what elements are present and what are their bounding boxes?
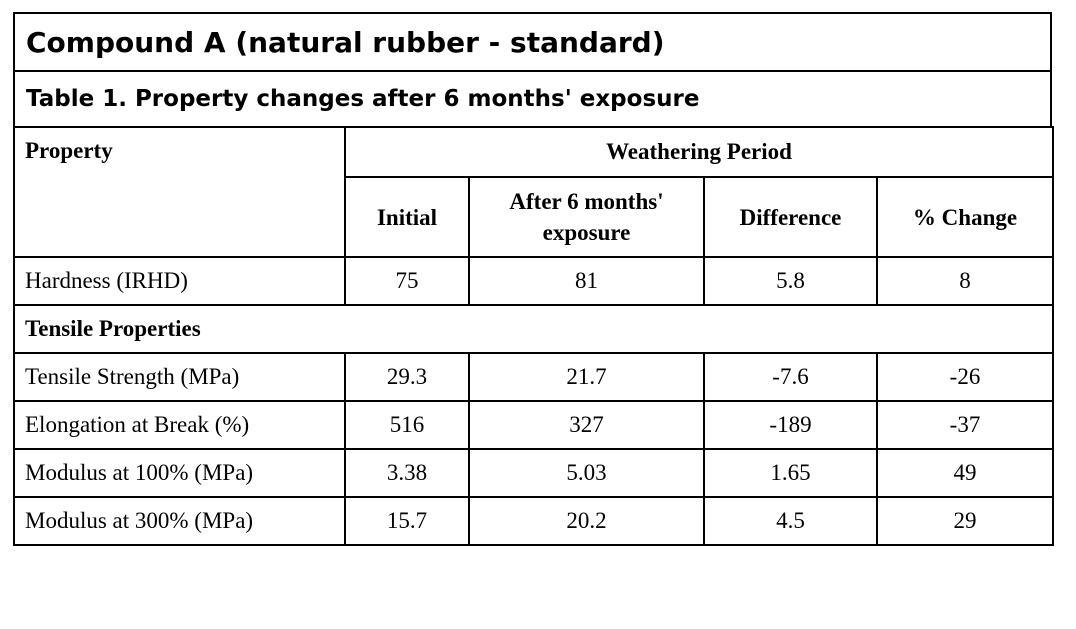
header-property: Property (13, 126, 346, 258)
cell-difference: -7.6 (703, 352, 878, 402)
header-difference: Difference (703, 176, 878, 258)
property-table: Property Weathering Period Initial After… (12, 126, 1055, 546)
header-after-6-months: After 6 months' exposure (468, 176, 705, 258)
row-label: Tensile Strength (MPa) (13, 352, 346, 402)
section-row-tensile: Tensile Properties (12, 304, 1055, 354)
cell-difference: 1.65 (703, 448, 878, 498)
cell-percent-change: -37 (875, 400, 1055, 450)
cell-difference: 5.8 (703, 256, 878, 306)
section-label: Tensile Properties (12, 304, 1055, 354)
table-title: Compound A (natural rubber - standard) (13, 12, 1052, 70)
cell-percent-change: -26 (875, 352, 1055, 402)
row-label: Modulus at 100% (MPa) (13, 448, 346, 498)
cell-after: 5.03 (468, 448, 705, 498)
row-label: Elongation at Break (%) (13, 400, 346, 450)
cell-initial: 75 (344, 256, 470, 306)
table-row-elongation: Elongation at Break (%) 516 327 -189 -37 (13, 400, 1055, 450)
row-label: Modulus at 300% (MPa) (13, 496, 346, 546)
header-weathering-period: Weathering Period (343, 126, 1055, 178)
cell-initial: 15.7 (344, 496, 470, 546)
cell-after: 20.2 (468, 496, 705, 546)
cell-after: 21.7 (468, 352, 705, 402)
cell-initial: 516 (344, 400, 470, 450)
cell-percent-change: 29 (875, 496, 1055, 546)
table-caption: Table 1. Property changes after 6 months… (13, 70, 1052, 126)
table-row-hardness: Hardness (IRHD) 75 81 5.8 8 (13, 256, 1055, 306)
table-row-tensile-strength: Tensile Strength (MPa) 29.3 21.7 -7.6 -2… (13, 352, 1055, 402)
cell-percent-change: 8 (875, 256, 1055, 306)
cell-after: 81 (468, 256, 705, 306)
cell-difference: 4.5 (703, 496, 878, 546)
cell-after: 327 (468, 400, 705, 450)
property-table-container: Compound A (natural rubber - standard) T… (12, 12, 1055, 546)
cell-difference: -189 (703, 400, 878, 450)
cell-initial: 29.3 (344, 352, 470, 402)
table-row-modulus-300: Modulus at 300% (MPa) 15.7 20.2 4.5 29 (13, 496, 1055, 546)
header-percent-change: % Change (875, 176, 1055, 258)
row-label: Hardness (IRHD) (13, 256, 346, 306)
header-initial: Initial (344, 176, 470, 258)
cell-initial: 3.38 (344, 448, 470, 498)
cell-percent-change: 49 (875, 448, 1055, 498)
table-row-modulus-100: Modulus at 100% (MPa) 3.38 5.03 1.65 49 (13, 448, 1055, 498)
